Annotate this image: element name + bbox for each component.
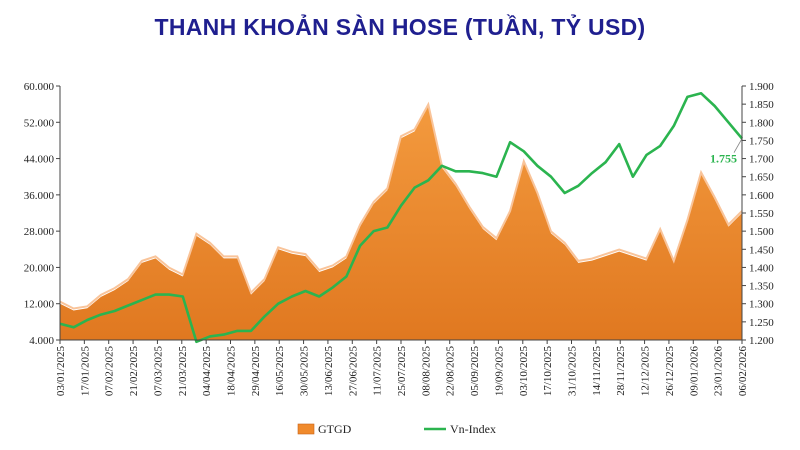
right-tick-label: 1.800: [749, 117, 774, 129]
gtgd-area: [60, 106, 742, 341]
x-tick-label: 08/08/2025: [420, 346, 432, 397]
left-tick-label: 52.000: [24, 117, 55, 129]
left-tick-label: 44.000: [24, 154, 55, 166]
x-tick-label: 30/05/2025: [299, 346, 311, 397]
x-tick-label: 23/01/2026: [713, 346, 725, 397]
x-tick-label: 06/02/2026: [737, 346, 749, 397]
right-tick-label: 1.200: [749, 335, 774, 347]
x-tick-label: 03/01/2025: [55, 346, 67, 397]
x-tick-label: 13/06/2025: [323, 346, 335, 397]
right-tick-label: 1.750: [749, 135, 774, 147]
x-tick-label: 28/11/2025: [615, 346, 627, 396]
x-tick-label: 05/09/2025: [469, 346, 481, 397]
right-tick-label: 1.600: [749, 190, 774, 202]
vn-index-line: [59, 92, 743, 344]
right-tick-label: 1.650: [749, 172, 774, 184]
right-tick-label: 1.350: [749, 281, 774, 293]
left-tick-label: 60.000: [24, 81, 55, 93]
x-tick-label: 27/06/2025: [347, 346, 359, 397]
right-tick-label: 1.850: [749, 99, 774, 111]
x-tick-label: 17/10/2025: [542, 346, 554, 397]
x-tick-label: 09/01/2026: [688, 346, 700, 397]
left-tick-label: 36.000: [24, 190, 55, 202]
x-tick-label: 04/04/2025: [201, 346, 213, 397]
x-tick-label: 22/08/2025: [445, 346, 457, 397]
right-tick-label: 1.450: [749, 244, 774, 256]
gtgd-area-rim: [59, 101, 743, 310]
right-tick-label: 1.900: [749, 81, 774, 93]
x-tick-label: 21/02/2025: [128, 346, 140, 397]
x-tick-label: 25/07/2025: [396, 346, 408, 397]
x-tick-label: 16/05/2025: [274, 346, 286, 397]
right-tick-label: 1.700: [749, 154, 774, 166]
x-tick-label: 18/04/2025: [226, 346, 238, 397]
vn-index-callout: 1.755: [710, 152, 737, 166]
x-tick-label: 11/07/2025: [372, 346, 384, 396]
x-tick-label: 12/12/2025: [640, 346, 652, 397]
x-tick-label: 21/03/2025: [177, 346, 189, 397]
x-tick-label: 14/11/2025: [591, 346, 603, 396]
right-tick-label: 1.500: [749, 226, 774, 238]
chart-title: THANH KHOẢN SÀN HOSE (TUẦN, TỶ USD): [154, 14, 646, 40]
x-tick-label: 26/12/2025: [664, 346, 676, 397]
legend-label-vn-index: Vn-Index: [450, 422, 496, 436]
right-tick-label: 1.400: [749, 262, 774, 274]
x-tick-label: 07/03/2025: [152, 346, 164, 397]
x-tick-label: 17/01/2025: [79, 346, 91, 397]
right-tick-label: 1.250: [749, 317, 774, 329]
legend-swatch-gtgd: [297, 423, 315, 435]
legend-label-gtgd: GTGD: [318, 422, 352, 436]
left-tick-label: 20.000: [24, 262, 55, 274]
left-tick-label: 28.000: [24, 226, 55, 238]
x-tick-label: 07/02/2025: [104, 346, 116, 397]
x-tick-label: 31/10/2025: [567, 346, 579, 397]
right-tick-label: 1.300: [749, 299, 774, 311]
left-tick-label: 12.000: [24, 299, 55, 311]
x-tick-label: 29/04/2025: [250, 346, 262, 397]
x-tick-label: 19/09/2025: [493, 346, 505, 397]
left-tick-label: 4.000: [29, 335, 54, 347]
callout-leader: [733, 138, 743, 153]
right-tick-label: 1.550: [749, 208, 774, 220]
x-tick-label: 03/10/2025: [518, 346, 530, 397]
